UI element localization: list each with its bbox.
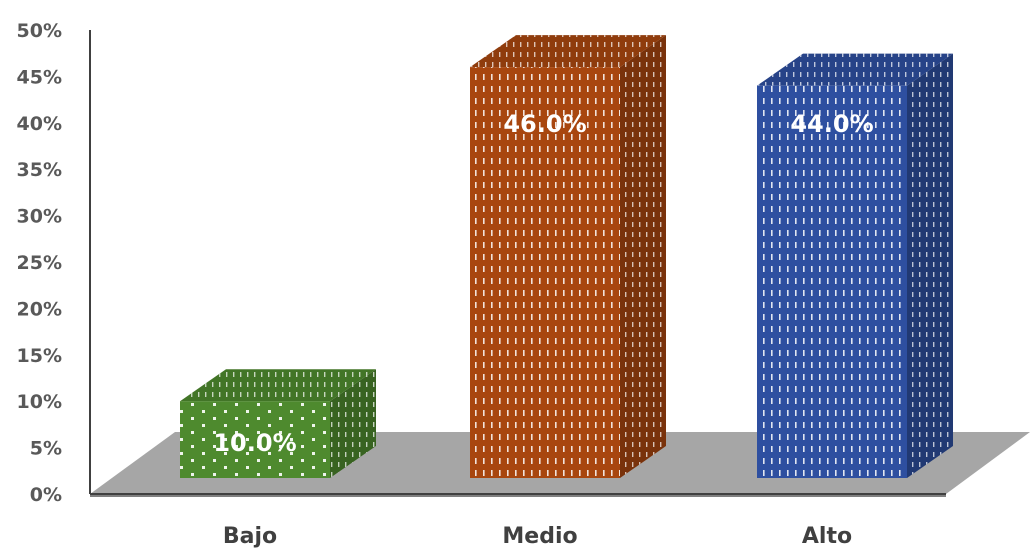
axis-layer: 0% 5% 10% 15% 20% 25% 30% 35% 40% 45% 50% (17, 20, 946, 506)
bar-front-texture (470, 67, 620, 479)
data-label: 46.0% (503, 110, 586, 138)
y-tick-label: 35% (17, 159, 62, 181)
y-tick-label: 30% (17, 206, 62, 228)
x-tick-label: Bajo (223, 524, 277, 548)
labels-layer: 10.0% Bajo 46.0% Medio 44.0% Alto (213, 110, 873, 549)
bar-side-texture (330, 369, 376, 478)
data-label: 44.0% (790, 110, 873, 138)
data-label: 10.0% (213, 429, 296, 457)
bar-side-texture (620, 35, 666, 479)
bar-front-texture (757, 85, 907, 479)
bars-layer (180, 35, 953, 479)
bar-front-texture (180, 401, 330, 478)
y-tick-label: 20% (17, 298, 62, 320)
bar-bajo (180, 369, 376, 478)
y-tick-label: 45% (17, 66, 62, 88)
y-tick-label: 25% (17, 252, 62, 274)
y-tick-label: 0% (30, 484, 62, 506)
y-tick-label: 10% (17, 391, 62, 413)
y-tick-label: 5% (30, 438, 62, 460)
bar-side-texture (907, 53, 953, 479)
x-tick-label: Medio (502, 524, 577, 548)
x-tick-label: Alto (802, 524, 852, 548)
bar-alto (757, 53, 953, 479)
bar-top-texture (180, 369, 376, 402)
bar-top-texture (757, 53, 953, 86)
bar-top-texture (470, 35, 666, 68)
y-tick-label: 50% (17, 20, 62, 42)
y-tick-label: 40% (17, 113, 62, 135)
y-tick-label: 15% (17, 345, 62, 367)
bar-medio (470, 35, 666, 479)
